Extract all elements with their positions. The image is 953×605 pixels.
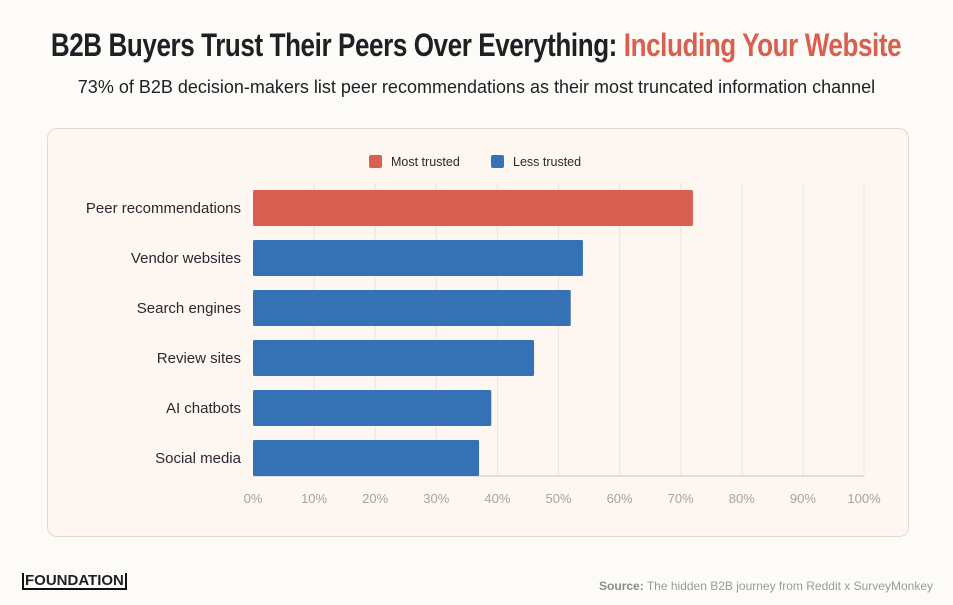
- y-category-label: Social media: [155, 450, 242, 467]
- x-tick-label: 100%: [847, 491, 881, 506]
- title-main: B2B Buyers Trust Their Peers Over Everyt…: [50, 27, 624, 63]
- source-text: The hidden B2B journey from Reddit x Sur…: [646, 579, 933, 593]
- legend-label: Most trusted: [391, 155, 460, 169]
- y-category-label: Search engines: [137, 300, 241, 317]
- legend-swatch: [491, 155, 504, 168]
- bar-peer-recommendations: [253, 190, 693, 226]
- y-category-label: Vendor websites: [131, 250, 241, 267]
- x-tick-label: 30%: [423, 491, 449, 506]
- subtitle: 73% of B2B decision-makers list peer rec…: [77, 77, 876, 97]
- title-accent: Including Your Website: [623, 27, 902, 63]
- y-category-label: Review sites: [157, 350, 241, 367]
- x-tick-label: 10%: [301, 491, 327, 506]
- x-tick-label: 50%: [545, 491, 571, 506]
- foundation-logo: FOUNDATION: [22, 573, 127, 590]
- x-tick-label: 60%: [607, 491, 633, 506]
- x-tick-label: 80%: [729, 491, 755, 506]
- x-tick-label: 20%: [362, 491, 388, 506]
- legend-label: Less trusted: [513, 155, 581, 169]
- source-note: Source: The hidden B2B journey from Redd…: [599, 579, 933, 593]
- bar-ai-chatbots: [253, 390, 492, 426]
- y-category-label: Peer recommendations: [86, 200, 241, 217]
- legend-swatch: [369, 155, 382, 168]
- y-category-label: AI chatbots: [166, 400, 241, 417]
- bar-search-engines: [253, 290, 571, 326]
- source-label: Source:: [599, 579, 644, 593]
- bar-social-media: [253, 440, 480, 476]
- bar-vendor-websites: [253, 240, 583, 276]
- bar-review-sites: [253, 340, 535, 376]
- x-tick-label: 0%: [244, 491, 263, 506]
- page-title: B2B Buyers Trust Their Peers Over Everyt…: [50, 26, 902, 64]
- x-tick-label: 70%: [668, 491, 694, 506]
- x-tick-label: 40%: [484, 491, 510, 506]
- x-tick-label: 90%: [790, 491, 816, 506]
